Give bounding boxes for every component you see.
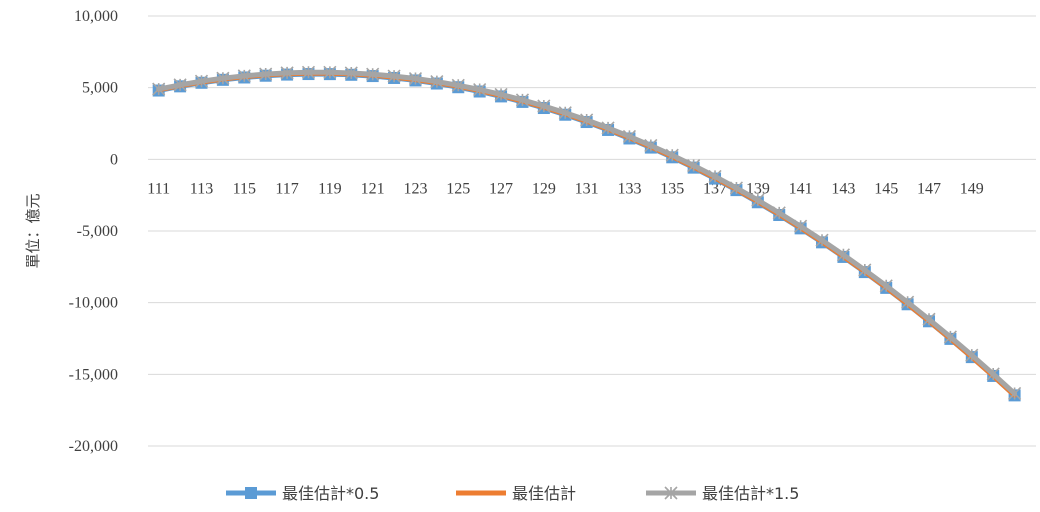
y-tick-label: -10,000 xyxy=(69,295,118,312)
y-tick-label: -15,000 xyxy=(69,366,118,383)
data-point xyxy=(430,75,444,89)
data-point xyxy=(245,487,257,499)
x-axis-tick-labels: 111 113 115 117 119 121 123 125 127 129 131 133 135 1… xyxy=(147,180,984,197)
x-tick-label: 115 xyxy=(233,180,256,197)
x-tick-label: 147 xyxy=(917,180,941,197)
y-axis-tick-labels: 10,000 5,000 0 -5,000 -10,000 -15,000 -20,000 xyxy=(69,8,118,455)
data-point xyxy=(943,330,957,344)
data-point xyxy=(664,486,678,500)
data-point xyxy=(301,65,316,79)
data-point xyxy=(173,78,187,92)
y-tick-label: -5,000 xyxy=(77,223,118,240)
x-tick-label: 123 xyxy=(403,180,427,197)
data-point xyxy=(772,206,786,220)
data-point xyxy=(965,348,979,362)
y-tick-label: 5,000 xyxy=(82,80,118,97)
legend-label: 最佳估計*1.5 xyxy=(702,484,799,503)
x-tick-label: 117 xyxy=(275,180,298,197)
data-point xyxy=(644,138,658,153)
data-point xyxy=(323,65,337,79)
data-point xyxy=(601,121,615,135)
data-point xyxy=(986,367,1000,381)
data-point xyxy=(751,193,765,207)
x-tick-label: 141 xyxy=(789,180,813,197)
y-tick-label: 0 xyxy=(110,151,118,168)
data-point xyxy=(665,148,679,162)
x-tick-label: 127 xyxy=(489,180,513,197)
x-tick-label: 121 xyxy=(361,180,385,197)
data-point xyxy=(259,67,273,81)
data-point xyxy=(515,93,530,107)
x-tick-label: 131 xyxy=(575,180,599,197)
data-point xyxy=(344,66,358,80)
x-tick-label: 143 xyxy=(831,180,855,197)
y-axis-label: 單位：億元 xyxy=(24,193,42,268)
data-point xyxy=(922,312,936,326)
data-point xyxy=(558,106,572,120)
x-tick-label: 129 xyxy=(532,180,556,197)
data-point xyxy=(815,233,829,247)
data-point xyxy=(836,248,850,262)
data-point xyxy=(494,87,508,101)
data-point xyxy=(708,169,722,183)
data-point xyxy=(237,69,251,83)
y-tick-label: -20,000 xyxy=(69,438,118,455)
data-point xyxy=(387,69,401,83)
gridlines xyxy=(148,15,1036,447)
legend-item: 最佳估計 xyxy=(456,484,576,503)
data-point xyxy=(152,82,166,96)
data-point xyxy=(879,279,893,293)
series-3 xyxy=(152,65,1022,401)
x-tick-label: 149 xyxy=(960,180,984,197)
data-point xyxy=(1008,386,1022,401)
data-point xyxy=(901,295,915,309)
legend-label: 最佳估計*0.5 xyxy=(282,484,379,503)
data-point xyxy=(537,99,551,113)
legend: 最佳估計*0.5 最佳估計 最佳估計*1.5 xyxy=(226,484,799,503)
data-point xyxy=(216,71,230,85)
x-tick-label: 119 xyxy=(318,180,341,197)
series-lines xyxy=(152,65,1022,402)
x-tick-label: 139 xyxy=(746,180,770,197)
data-point xyxy=(194,74,209,88)
x-tick-label: 111 xyxy=(147,180,170,197)
data-point xyxy=(729,181,743,195)
data-point xyxy=(622,129,637,143)
x-tick-label: 125 xyxy=(446,180,470,197)
data-point xyxy=(858,263,872,277)
data-point xyxy=(451,78,465,92)
data-point xyxy=(473,82,487,97)
data-point xyxy=(408,71,423,86)
legend-label: 最佳估計 xyxy=(512,484,576,503)
data-point xyxy=(794,219,808,233)
data-point xyxy=(366,67,380,81)
data-point xyxy=(280,66,294,80)
x-tick-label: 133 xyxy=(617,180,641,197)
legend-item: 最佳估計*0.5 xyxy=(226,484,379,503)
x-tick-label: 135 xyxy=(660,180,684,197)
x-tick-label: 113 xyxy=(190,180,213,197)
legend-item: 最佳估計*1.5 xyxy=(646,484,799,503)
data-point xyxy=(580,113,594,127)
x-tick-label: 145 xyxy=(874,180,898,197)
data-point xyxy=(687,158,701,173)
y-tick-label: 10,000 xyxy=(74,8,118,25)
